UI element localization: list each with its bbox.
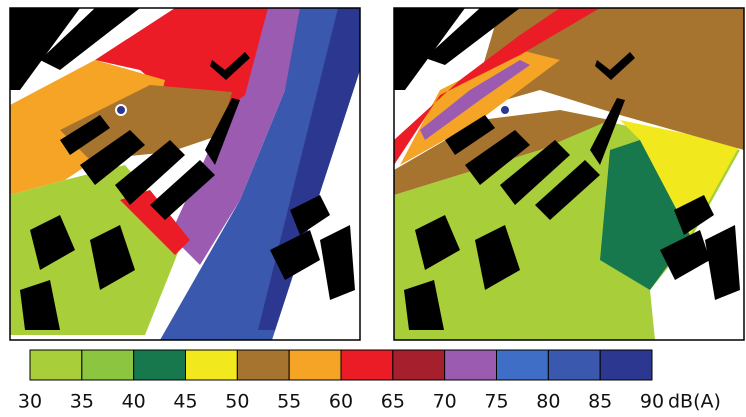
legend-tick-label: 90 xyxy=(640,391,664,413)
legend-tick-label: 55 xyxy=(277,391,301,413)
legend-swatch xyxy=(82,350,134,380)
marker xyxy=(116,105,126,115)
legend-swatch xyxy=(548,350,600,380)
legend-tick-label: 30 xyxy=(18,391,42,413)
legend-swatch xyxy=(186,350,238,380)
left-map xyxy=(10,8,360,340)
legend-swatch xyxy=(30,350,82,380)
legend-swatch xyxy=(445,350,497,380)
legend-tick-label: 40 xyxy=(122,391,146,413)
legend-tick-label: 85 xyxy=(588,391,612,413)
legend-swatch xyxy=(600,350,652,380)
legend-tick-label: 45 xyxy=(173,391,197,413)
legend-swatch xyxy=(237,350,289,380)
legend-tick-label: 50 xyxy=(225,391,249,413)
legend-swatch xyxy=(393,350,445,380)
legend-tick-label: 60 xyxy=(329,391,353,413)
marker xyxy=(500,105,510,115)
legend-swatch xyxy=(289,350,341,380)
legend-swatch xyxy=(341,350,393,380)
figure: 30 35 40 45 50 55 60 65 70 75 80 85 90dB(A) xyxy=(0,0,746,417)
legend-tick-label: 70 xyxy=(433,391,457,413)
maps xyxy=(10,8,744,340)
legend-unit: dB(A) xyxy=(668,391,721,413)
legend-tick-label: 65 xyxy=(381,391,405,413)
legend-swatch xyxy=(134,350,186,380)
legend-tick-label: 75 xyxy=(484,391,508,413)
legend-tick-label: 80 xyxy=(536,391,560,413)
right-map xyxy=(394,8,744,340)
legend-tick-label: 35 xyxy=(70,391,94,413)
legend-swatch xyxy=(497,350,549,380)
